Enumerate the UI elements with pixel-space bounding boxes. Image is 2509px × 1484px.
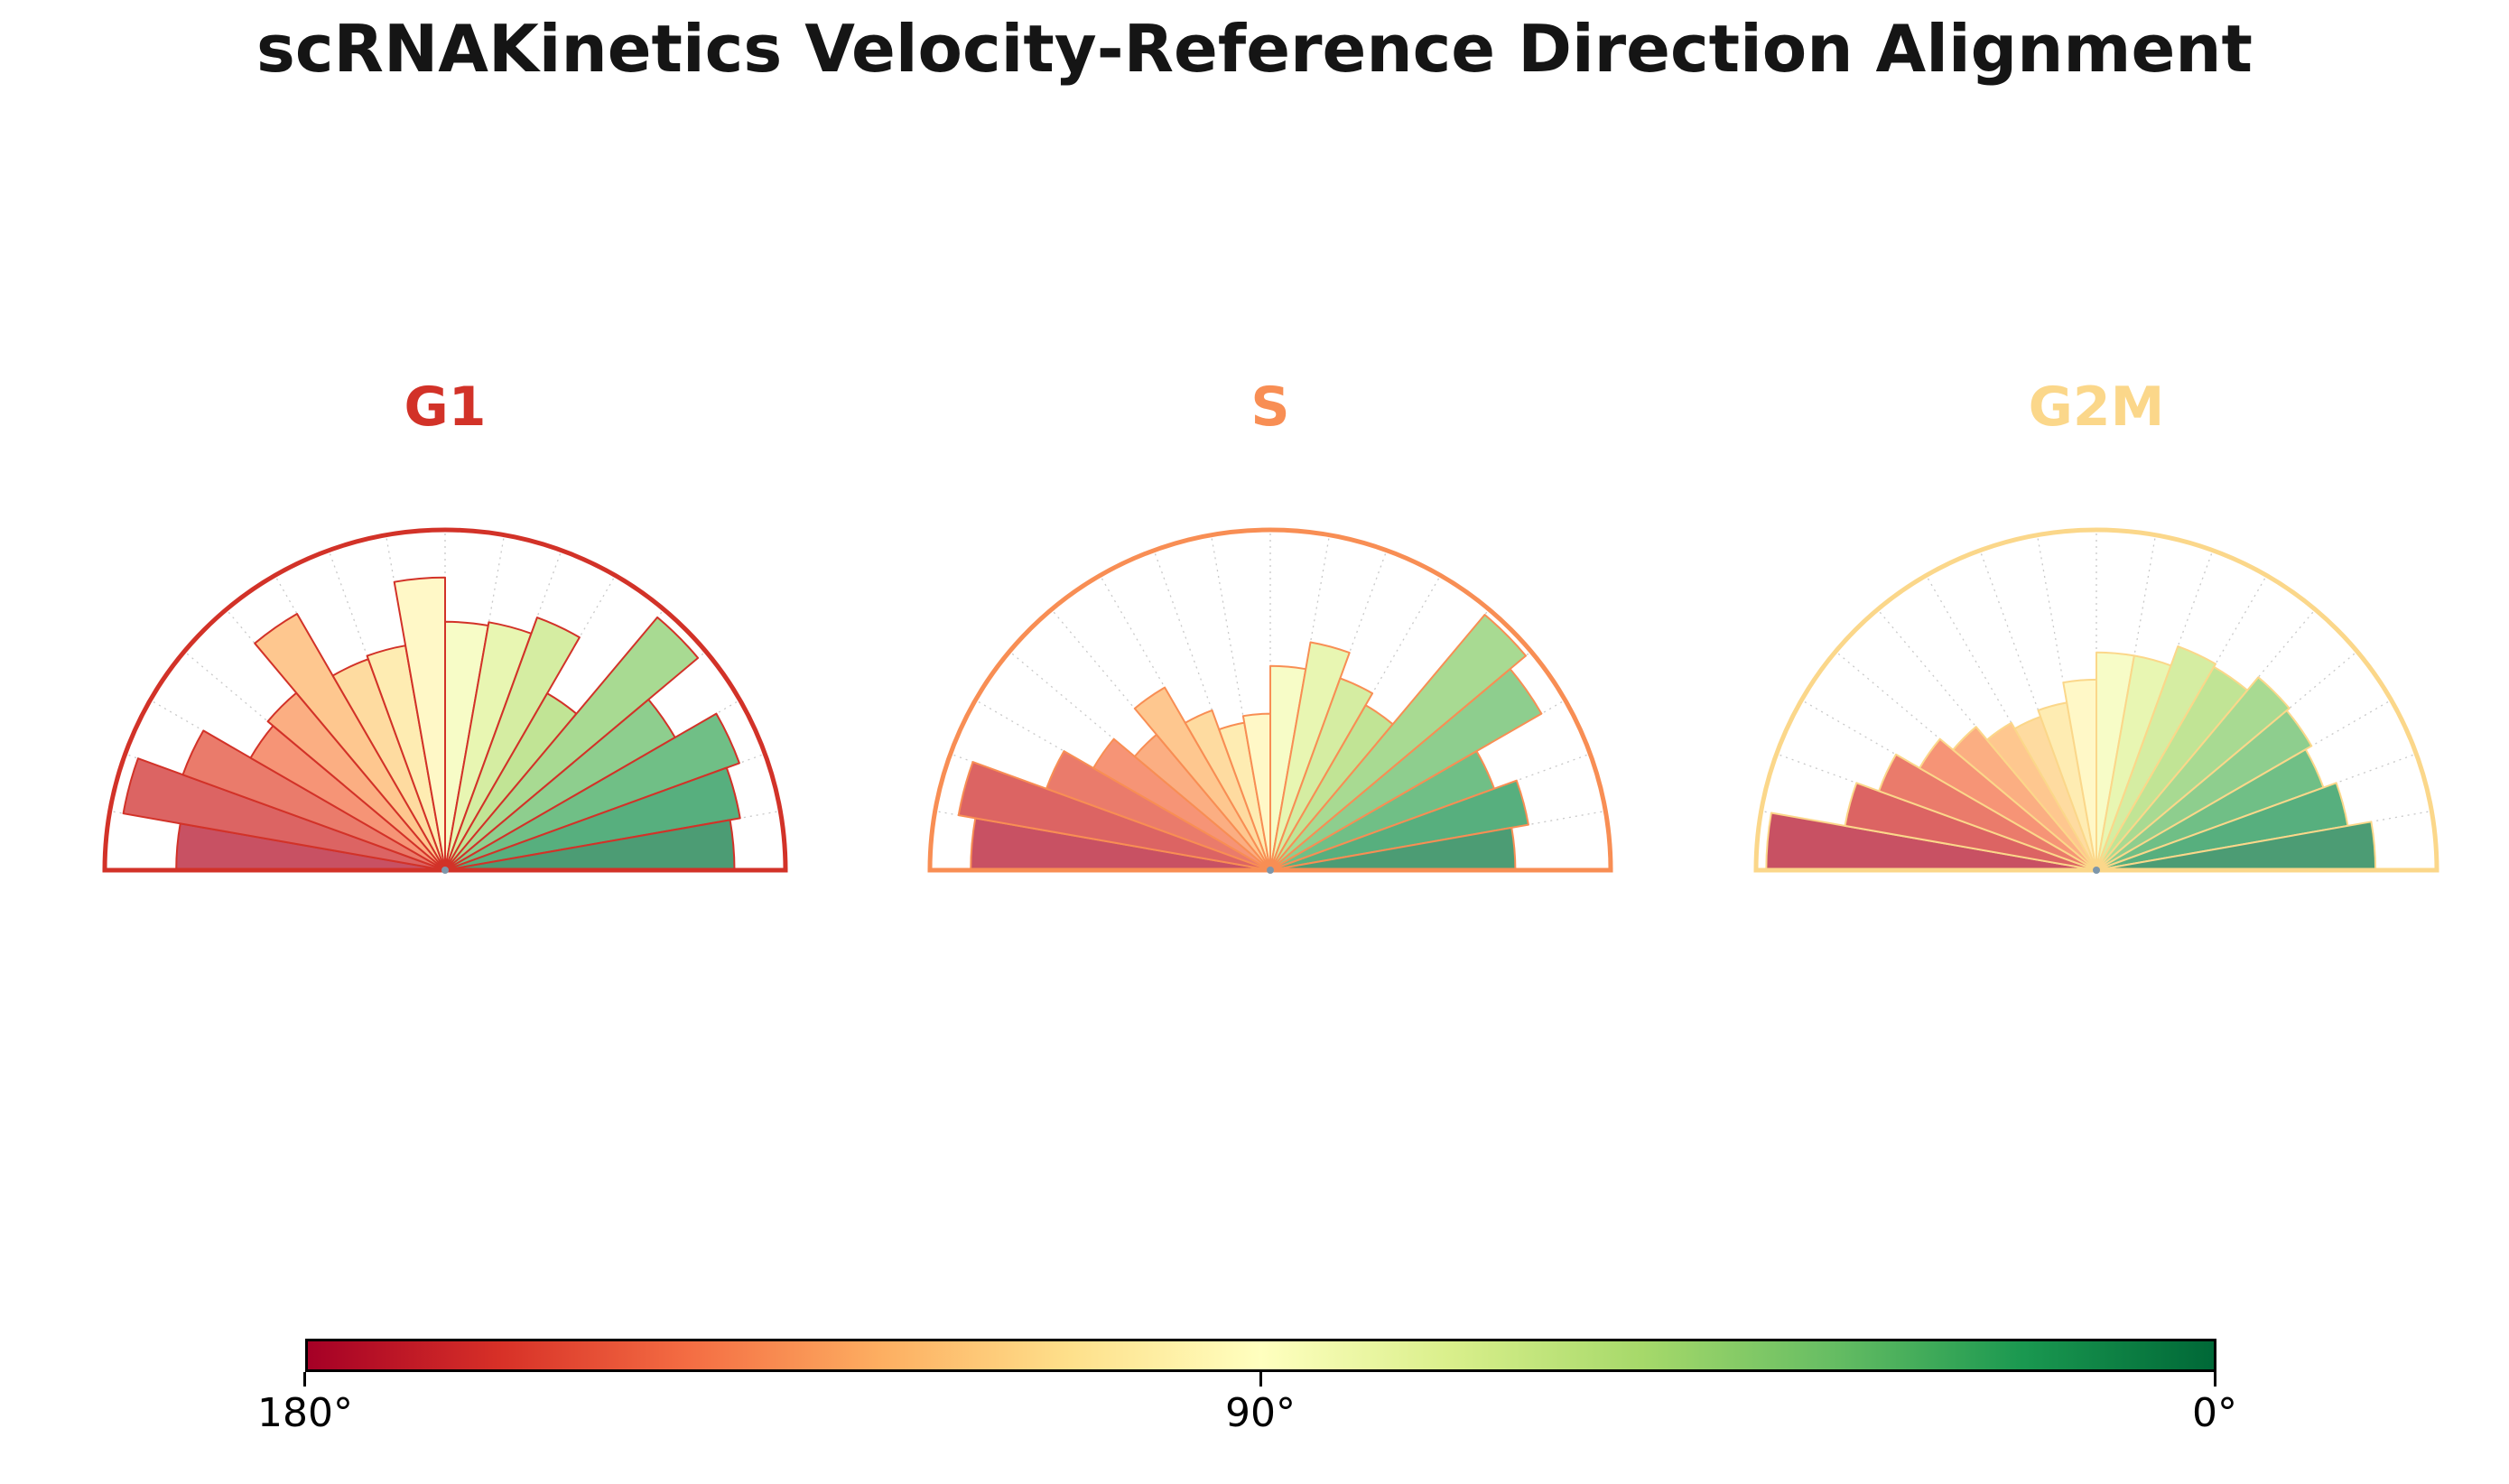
panel-title-g1: G1 bbox=[404, 376, 487, 439]
histogram-wedge bbox=[1184, 709, 1271, 871]
histogram-wedge bbox=[1844, 782, 2097, 871]
histogram-wedge bbox=[444, 766, 741, 871]
histogram-wedge bbox=[1985, 721, 2097, 871]
histogram-wedge bbox=[1269, 668, 1543, 871]
histogram-wedge bbox=[444, 616, 700, 871]
colorbar bbox=[305, 1339, 2216, 1372]
origin-dot bbox=[1267, 867, 1274, 874]
polar-arc-spine bbox=[927, 527, 1613, 871]
histogram-wedge bbox=[1919, 737, 2097, 871]
colorbar-tick-180 bbox=[303, 1372, 306, 1387]
g1-polar-histogram bbox=[102, 527, 788, 874]
colorbar-tick-90 bbox=[1259, 1372, 1262, 1387]
colorbar-gradient bbox=[308, 1341, 2214, 1369]
colorbar-label-0: 0° bbox=[2192, 1390, 2237, 1436]
histogram-wedge bbox=[444, 617, 581, 871]
s-polar-histogram bbox=[927, 527, 1613, 874]
histogram-wedge bbox=[2095, 710, 2313, 871]
colorbar-label-180: 180° bbox=[257, 1390, 353, 1436]
histogram-wedge bbox=[1045, 750, 1271, 871]
histogram-wedge bbox=[1269, 614, 1527, 871]
histogram-wedge bbox=[254, 613, 446, 871]
figure-title: scRNAKinetics Velocity-Reference Directi… bbox=[256, 11, 2253, 87]
g2m-polar-histogram bbox=[1753, 527, 2439, 874]
polar-arc-spine bbox=[102, 527, 788, 871]
panel-title-g2m: G2M bbox=[2028, 376, 2165, 439]
panel-title-s: S bbox=[1250, 376, 1290, 439]
histogram-wedge bbox=[1133, 686, 1271, 871]
colorbar-label-90: 90° bbox=[1225, 1390, 1296, 1436]
histogram-wedge bbox=[444, 712, 740, 871]
histogram-wedge bbox=[1952, 726, 2097, 871]
histogram-wedge bbox=[122, 757, 446, 871]
origin-dot bbox=[2093, 867, 2100, 874]
histogram-wedge bbox=[393, 576, 446, 871]
histogram-wedge bbox=[1269, 677, 1374, 871]
histogram-wedge bbox=[957, 761, 1271, 871]
histogram-wedge bbox=[2095, 645, 2216, 871]
histogram-wedge bbox=[1092, 737, 1271, 871]
histogram-wedge bbox=[2095, 676, 2291, 871]
colorbar-tick-0 bbox=[2214, 1372, 2216, 1387]
histogram-wedge bbox=[181, 729, 446, 871]
histogram-wedge bbox=[1269, 779, 1529, 871]
polar-arc-spine bbox=[1753, 527, 2439, 871]
origin-dot bbox=[441, 867, 449, 874]
histogram-wedge bbox=[1878, 753, 2097, 871]
